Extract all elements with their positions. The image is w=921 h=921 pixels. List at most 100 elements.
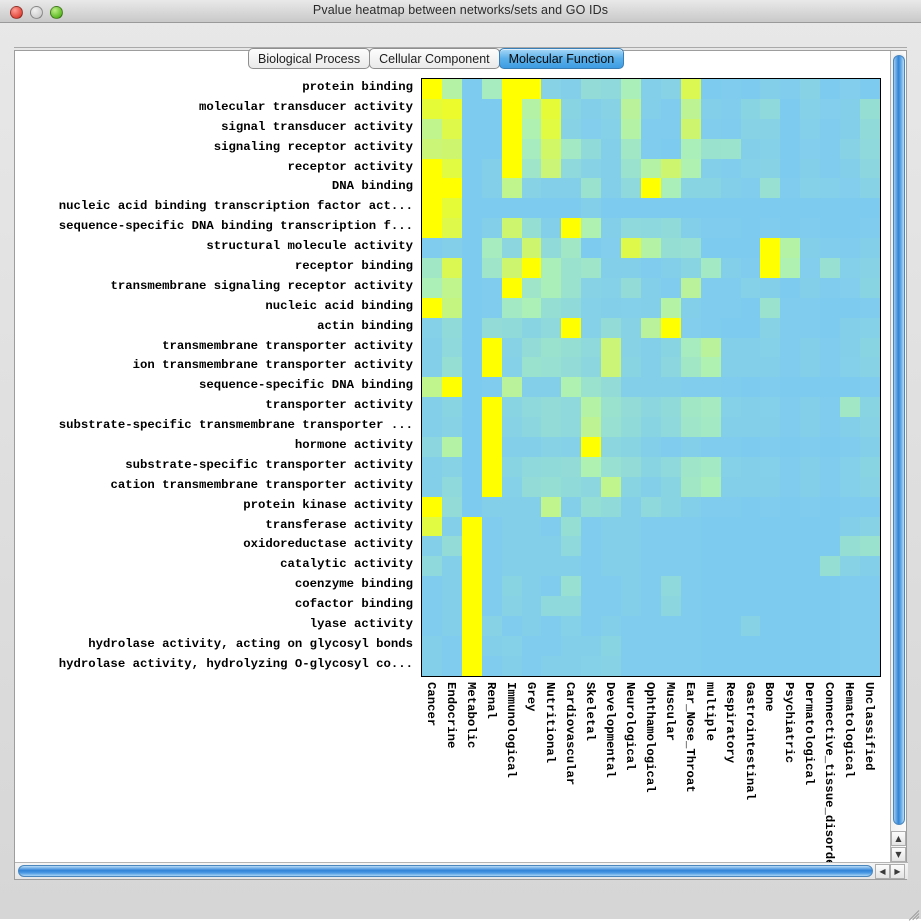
heatmap-cell[interactable] — [541, 317, 562, 338]
heatmap-cell[interactable] — [581, 377, 602, 398]
heatmap-cell[interactable] — [700, 178, 721, 199]
heatmap-cell[interactable] — [840, 158, 860, 179]
heatmap-cell[interactable] — [859, 576, 880, 597]
heatmap-cell[interactable] — [760, 516, 781, 537]
heatmap-cell[interactable] — [581, 317, 602, 338]
heatmap-cell[interactable] — [601, 79, 622, 99]
heatmap-cell[interactable] — [521, 178, 542, 199]
heatmap-cell[interactable] — [660, 616, 681, 636]
heatmap-cell[interactable] — [621, 456, 641, 477]
heatmap-cell[interactable] — [720, 496, 741, 517]
heatmap-cell[interactable] — [800, 536, 821, 557]
heatmap-cell[interactable] — [780, 596, 801, 617]
heatmap-cell[interactable] — [481, 337, 502, 358]
heatmap-cell[interactable] — [640, 496, 661, 517]
heatmap-cell[interactable] — [640, 337, 661, 358]
heatmap-cell[interactable] — [859, 297, 880, 318]
heatmap-cell[interactable] — [422, 238, 442, 259]
heatmap-cell[interactable] — [581, 476, 602, 497]
heatmap-cell[interactable] — [521, 417, 542, 438]
heatmap-cell[interactable] — [700, 297, 721, 318]
heatmap-cell[interactable] — [640, 317, 661, 338]
heatmap-cell[interactable] — [441, 397, 462, 418]
heatmap-cell[interactable] — [441, 377, 462, 398]
heatmap-cell[interactable] — [422, 397, 442, 418]
heatmap-cell[interactable] — [521, 238, 542, 259]
heatmap-cell[interactable] — [541, 277, 562, 298]
heatmap-cell[interactable] — [740, 655, 761, 676]
heatmap-cell[interactable] — [581, 417, 602, 438]
heatmap-cell[interactable] — [840, 377, 860, 398]
heatmap-cell[interactable] — [780, 79, 801, 99]
heatmap-cell[interactable] — [561, 476, 582, 497]
heatmap-cell[interactable] — [780, 556, 801, 577]
heatmap-cell[interactable] — [800, 178, 821, 199]
heatmap-cell[interactable] — [501, 496, 522, 517]
heatmap-cell[interactable] — [720, 516, 741, 537]
heatmap-cell[interactable] — [740, 616, 761, 636]
heatmap-cell[interactable] — [521, 337, 542, 358]
heatmap-cell[interactable] — [561, 158, 582, 179]
heatmap-cell[interactable] — [720, 616, 741, 636]
heatmap-cell[interactable] — [601, 258, 622, 278]
heatmap-cell[interactable] — [680, 576, 701, 597]
heatmap-cell[interactable] — [441, 138, 462, 159]
heatmap-cell[interactable] — [501, 616, 522, 636]
heatmap-cell[interactable] — [820, 616, 841, 636]
heatmap-cell[interactable] — [680, 596, 701, 617]
heatmap-cell[interactable] — [621, 516, 641, 537]
heatmap-cell[interactable] — [501, 98, 522, 119]
heatmap-cell[interactable] — [859, 437, 880, 457]
heatmap-cell[interactable] — [561, 277, 582, 298]
heatmap-cell[interactable] — [740, 297, 761, 318]
heatmap-cell[interactable] — [422, 218, 442, 239]
heatmap-cell[interactable] — [700, 98, 721, 119]
heatmap-cell[interactable] — [760, 118, 781, 139]
heatmap-cell[interactable] — [760, 337, 781, 358]
heatmap-cell[interactable] — [481, 496, 502, 517]
heatmap-cell[interactable] — [660, 476, 681, 497]
heatmap-cell[interactable] — [581, 138, 602, 159]
heatmap-cell[interactable] — [561, 98, 582, 119]
heatmap-cell[interactable] — [740, 198, 761, 219]
heatmap-cell[interactable] — [820, 397, 841, 418]
heatmap-cell[interactable] — [581, 258, 602, 278]
heatmap-cell[interactable] — [760, 198, 781, 219]
heatmap-cell[interactable] — [501, 456, 522, 477]
heatmap-cell[interactable] — [481, 198, 502, 219]
heatmap-cell[interactable] — [720, 377, 741, 398]
heatmap-cell[interactable] — [720, 238, 741, 259]
heatmap-cell[interactable] — [859, 516, 880, 537]
heatmap-cell[interactable] — [740, 417, 761, 438]
heatmap-cell[interactable] — [700, 258, 721, 278]
heatmap-cell[interactable] — [481, 616, 502, 636]
heatmap-cell[interactable] — [680, 317, 701, 338]
heatmap-cell[interactable] — [441, 198, 462, 219]
heatmap-cell[interactable] — [521, 397, 542, 418]
heatmap-cell[interactable] — [501, 635, 522, 656]
heatmap-cell[interactable] — [422, 655, 442, 676]
heatmap-cell[interactable] — [720, 596, 741, 617]
heatmap-cell[interactable] — [481, 357, 502, 378]
heatmap-cell[interactable] — [561, 238, 582, 259]
heatmap-cell[interactable] — [541, 178, 562, 199]
heatmap-cell[interactable] — [640, 476, 661, 497]
heatmap-cell[interactable] — [780, 258, 801, 278]
heatmap-cell[interactable] — [740, 337, 761, 358]
heatmap-cell[interactable] — [521, 357, 542, 378]
heatmap-cell[interactable] — [601, 198, 622, 219]
heatmap-cell[interactable] — [561, 536, 582, 557]
heatmap-cell[interactable] — [521, 476, 542, 497]
heatmap-cell[interactable] — [820, 317, 841, 338]
heatmap-cell[interactable] — [780, 377, 801, 398]
heatmap-cell[interactable] — [760, 317, 781, 338]
heatmap-cell[interactable] — [740, 476, 761, 497]
heatmap-cell[interactable] — [461, 98, 482, 119]
heatmap-cell[interactable] — [461, 456, 482, 477]
heatmap-cell[interactable] — [780, 655, 801, 676]
heatmap-cell[interactable] — [780, 456, 801, 477]
heatmap-cell[interactable] — [660, 79, 681, 99]
heatmap-cell[interactable] — [441, 655, 462, 676]
heatmap-cell[interactable] — [441, 516, 462, 537]
heatmap-cell[interactable] — [800, 496, 821, 517]
